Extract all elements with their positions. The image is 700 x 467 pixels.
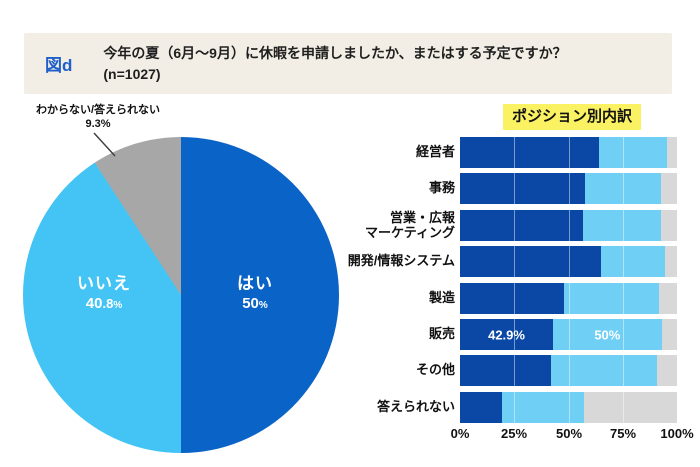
bar-segment-value-label: 50%: [594, 327, 621, 342]
question-line2: (n=1027): [103, 65, 161, 82]
bar-segment-light_blue: [598, 137, 668, 168]
bar-category-label: 開発/情報システム: [338, 246, 455, 277]
bar-segment-gray: [661, 319, 677, 350]
bar-row: 事務: [338, 173, 677, 204]
bar-segment-dark_blue: [460, 210, 583, 241]
bar-row: その他: [338, 355, 677, 386]
question-text: 今年の夏（6月〜9月）に休暇を申請しましたか、またはする予定ですか？ (n=10…: [103, 43, 566, 84]
bar-segment-light_blue: [564, 283, 659, 314]
pie-slice-name: わからない/答えられない: [35, 104, 161, 116]
pie-slice-name: はい: [237, 274, 273, 293]
pie-leader-line: [93, 132, 116, 157]
bar-category-label: 事務: [338, 173, 455, 204]
bar-segment-light_blue: [582, 210, 661, 241]
bar-category-label: 経営者: [338, 137, 455, 168]
figure-tag: 図d: [45, 56, 73, 75]
bar-category-line: 製造: [428, 290, 455, 306]
bar-category-label: 製造: [338, 283, 455, 314]
x-axis-tick: 25%: [500, 426, 528, 441]
bar-track: [460, 137, 677, 168]
bar-category-line: 事務: [428, 180, 455, 196]
bar-segment-gray: [583, 392, 677, 423]
bar-row: 開発/情報システム: [338, 246, 677, 277]
pie-slice-name: いいえ: [77, 274, 131, 293]
bar-segment-dark_blue: [460, 246, 602, 277]
bar-track: [460, 246, 677, 277]
gridline: [623, 137, 624, 423]
x-axis-tick: 100%: [660, 426, 694, 441]
bar-category-label: その他: [338, 355, 455, 386]
bar-chart-title: ポジション別内訳: [503, 104, 642, 130]
bar-track: [460, 392, 677, 423]
bar-row: 営業・広報 マーケティング: [338, 210, 677, 241]
bar-category-label: 営業・広報 マーケティング: [338, 210, 455, 241]
bar-segment-light_blue: [601, 246, 666, 277]
x-axis-tick: 75%: [609, 426, 637, 441]
gridline: [514, 137, 515, 423]
bar-category-line: 経営者: [415, 144, 455, 160]
bar-track: 42.9% 50%: [460, 319, 677, 350]
bar-segment-gray: [665, 246, 677, 277]
bar-track: [460, 210, 677, 241]
bar-category-line: マーケティング: [365, 224, 455, 240]
pie-slice-value: 50%: [242, 295, 268, 313]
question-header: 図d 今年の夏（6月〜9月）に休暇を申請しましたか、またはする予定ですか？ (n…: [24, 33, 672, 94]
bar-segment-value-label: 42.9%: [488, 327, 525, 342]
bar-track: [460, 173, 677, 204]
bar-category-line: 営業・広報: [389, 209, 455, 225]
bar-segment-light_blue: [502, 392, 584, 423]
bar-segment-dark_blue: [460, 283, 565, 314]
x-axis-tick: 0%: [450, 426, 470, 441]
bar-segment-dark_blue: [460, 137, 599, 168]
gridline: [569, 137, 570, 423]
bar-row: 経営者: [338, 137, 677, 168]
bar-segment-light_blue: 50%: [553, 319, 662, 350]
position-breakdown-bar-chart: 経営者事務営業・広報 マーケティング開発/情報システム製造販売 42.9% 50% その…: [338, 137, 694, 462]
bar-segment-light_blue: [584, 173, 661, 204]
bar-segment-gray: [658, 283, 677, 314]
bar-segment-dark_blue: [460, 355, 552, 386]
pie-slice-label-unknown: わからない/答えられない 9.3%: [8, 104, 188, 132]
bar-row: 製造: [338, 283, 677, 314]
bar-category-line: 開発/情報システム: [347, 253, 455, 269]
bar-category-label: 答えられない: [338, 392, 455, 423]
bar-category-label: 販売: [338, 319, 455, 350]
bar-segment-gray: [660, 210, 677, 241]
question-line1: 今年の夏（6月〜9月）に休暇を申請しましたか、またはする予定ですか？: [103, 45, 567, 62]
bar-row: 答えられない: [338, 392, 677, 423]
bar-category-line: その他: [415, 362, 455, 378]
bar-track: [460, 283, 677, 314]
bar-segment-gray: [667, 137, 677, 168]
pie-slice-label-yes: はい 50%: [207, 274, 303, 315]
bar-segment-gray: [657, 355, 677, 386]
x-axis-tick: 50%: [555, 426, 583, 441]
bar-segment-dark_blue: [460, 173, 585, 204]
pie-chart: [23, 137, 339, 453]
pie-slice-value: 9.3%: [85, 117, 111, 130]
bar-row: 販売 42.9% 50%: [338, 319, 677, 350]
pie-slice-label-no: いいえ 40.8%: [56, 274, 152, 315]
bar-segment-dark_blue: [460, 392, 503, 423]
bar-segment-dark_blue: 42.9%: [460, 319, 554, 350]
bar-track: [460, 355, 677, 386]
bar-category-line: 答えられない: [376, 399, 455, 415]
pie-slice-value: 40.8%: [85, 295, 123, 313]
bar-category-line: 販売: [428, 326, 455, 342]
bar-segment-gray: [660, 173, 677, 204]
bar-segment-light_blue: [551, 355, 658, 386]
